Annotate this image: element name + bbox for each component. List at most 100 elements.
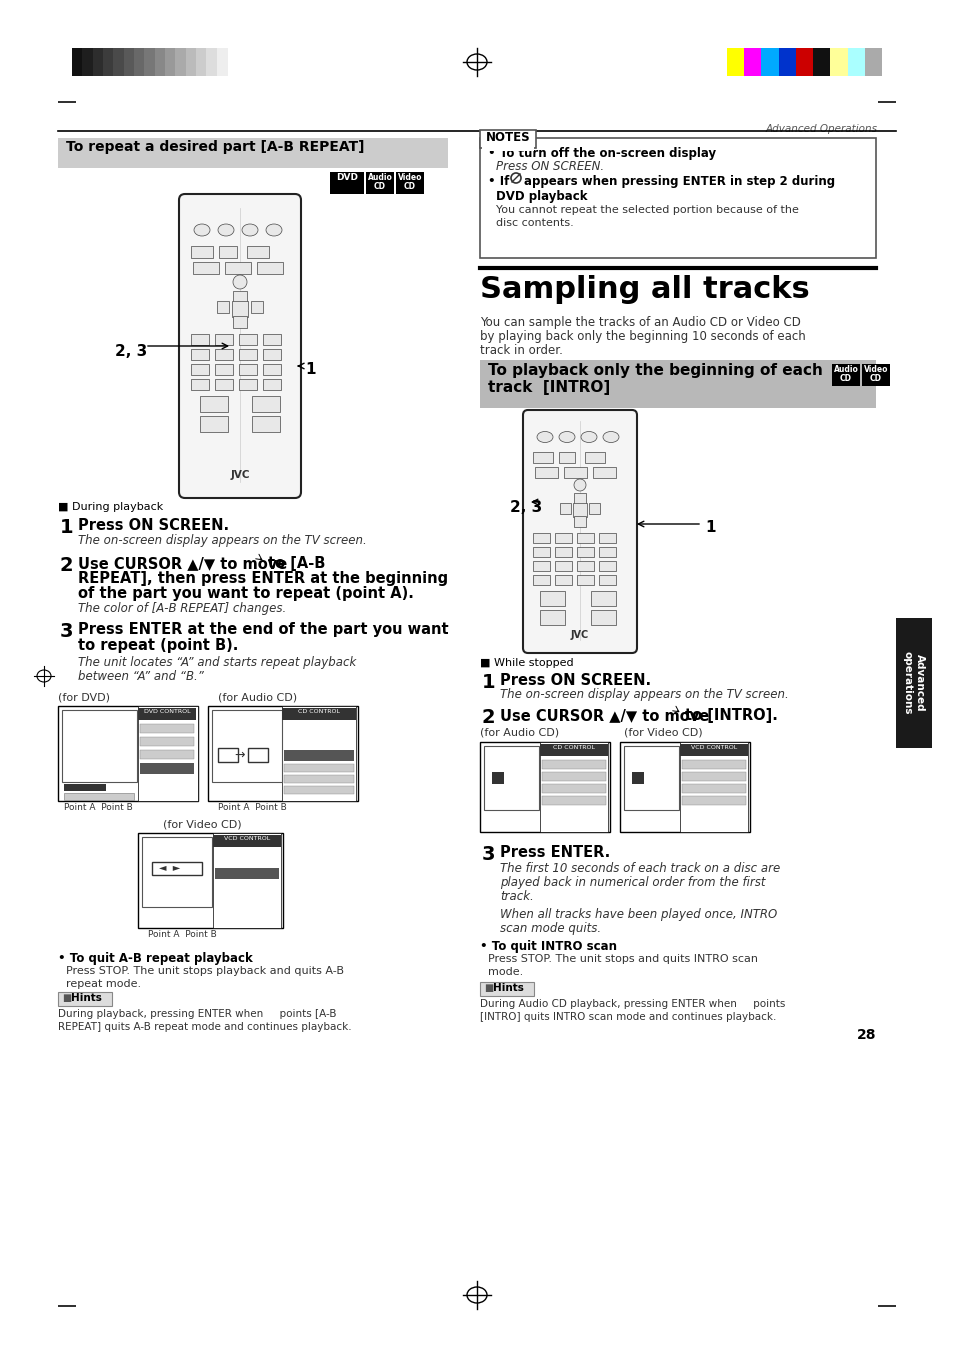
Bar	[64, 784, 106, 791]
Text: Press STOP. The unit stops and quits INTRO scan: Press STOP. The unit stops and quits INT…	[488, 955, 758, 964]
Bar	[577, 548, 594, 557]
Bar	[584, 452, 604, 462]
Bar	[541, 772, 605, 781]
Text: To playback only the beginning of each: To playback only the beginning of each	[488, 362, 822, 379]
Bar	[165, 49, 175, 76]
Text: Advanced Operations: Advanced Operations	[765, 124, 877, 134]
Text: The first 10 seconds of each track on a disc are: The first 10 seconds of each track on a …	[499, 863, 780, 875]
Text: Video
CD: Video CD	[397, 173, 422, 191]
Bar	[140, 750, 193, 758]
Bar	[213, 833, 281, 927]
Bar	[92, 49, 103, 76]
Bar	[681, 772, 745, 781]
Ellipse shape	[218, 224, 233, 237]
Bar	[124, 49, 134, 76]
Bar	[539, 742, 607, 831]
Ellipse shape	[574, 479, 585, 491]
Ellipse shape	[193, 224, 210, 237]
Bar	[479, 138, 875, 258]
Text: Press STOP. The unit stops playback and quits A-B: Press STOP. The unit stops playback and …	[66, 965, 344, 976]
Bar	[58, 101, 76, 103]
Text: CD CONTROL: CD CONTROL	[297, 708, 339, 714]
Bar	[140, 725, 193, 733]
Text: REPEAT], then press ENTER at the beginning: REPEAT], then press ENTER at the beginni…	[78, 571, 448, 585]
Text: Point A  Point B: Point A Point B	[148, 930, 216, 940]
Ellipse shape	[233, 274, 247, 289]
Text: Advanced
operations: Advanced operations	[902, 652, 924, 715]
Text: Hints: Hints	[71, 992, 102, 1003]
Text: Audio
CD: Audio CD	[367, 173, 392, 191]
Text: • To quit A-B repeat playback: • To quit A-B repeat playback	[58, 952, 253, 965]
Bar	[256, 262, 283, 274]
Bar	[71, 49, 83, 76]
Bar	[208, 706, 357, 800]
Text: ■ During playback: ■ During playback	[58, 502, 163, 512]
Bar	[263, 364, 281, 375]
Bar	[200, 396, 228, 412]
Bar	[541, 784, 605, 794]
Bar	[58, 706, 198, 800]
Text: 1: 1	[60, 518, 73, 537]
Bar	[541, 760, 605, 769]
Text: Press ON SCREEN.: Press ON SCREEN.	[496, 160, 603, 173]
Ellipse shape	[558, 431, 575, 442]
Bar	[64, 794, 133, 800]
Text: to repeat (point B).: to repeat (point B).	[78, 638, 238, 653]
Bar	[631, 772, 643, 784]
Bar	[539, 744, 607, 756]
Bar	[193, 262, 219, 274]
Bar	[846, 49, 864, 76]
Text: Point A  Point B: Point A Point B	[64, 803, 132, 813]
Ellipse shape	[242, 224, 257, 237]
Bar	[574, 493, 585, 504]
Bar	[533, 575, 550, 585]
Text: track in order.: track in order.	[479, 343, 562, 357]
Bar	[895, 618, 931, 748]
Text: Video
CD: Video CD	[862, 365, 887, 383]
Bar	[574, 516, 585, 527]
Bar	[598, 561, 616, 571]
Text: Hints: Hints	[493, 983, 523, 992]
Text: 2, 3: 2, 3	[510, 500, 541, 515]
Text: JVC: JVC	[230, 470, 250, 480]
Text: DVD CONTROL: DVD CONTROL	[144, 708, 190, 714]
Text: CD CONTROL: CD CONTROL	[553, 745, 595, 750]
Bar	[395, 172, 423, 193]
Text: (for Video CD): (for Video CD)	[163, 821, 241, 830]
Text: repeat mode.: repeat mode.	[66, 979, 141, 990]
Bar	[555, 575, 572, 585]
Text: DVD playback: DVD playback	[496, 191, 587, 203]
Bar	[535, 466, 558, 479]
Bar	[831, 364, 859, 387]
Bar	[679, 742, 747, 831]
Ellipse shape	[580, 431, 597, 442]
Text: Press ON SCREEN.: Press ON SCREEN.	[499, 673, 651, 688]
Ellipse shape	[602, 431, 618, 442]
Bar	[573, 503, 586, 516]
Bar	[679, 744, 747, 756]
Bar	[284, 750, 354, 761]
Bar	[829, 49, 847, 76]
Bar	[233, 316, 247, 329]
Bar	[282, 708, 355, 721]
Bar	[598, 575, 616, 585]
Text: 2: 2	[60, 556, 73, 575]
Bar	[558, 452, 575, 462]
Bar	[142, 837, 212, 907]
Text: NOTES: NOTES	[485, 131, 530, 145]
Text: scan mode quits.: scan mode quits.	[499, 922, 600, 936]
Bar	[214, 379, 233, 389]
Bar	[214, 364, 233, 375]
Bar	[191, 379, 209, 389]
Text: Press ENTER at the end of the part you want: Press ENTER at the end of the part you w…	[78, 622, 448, 637]
Bar	[263, 334, 281, 345]
Text: Press ON SCREEN.: Press ON SCREEN.	[78, 518, 229, 533]
Bar	[225, 262, 251, 274]
Bar	[598, 548, 616, 557]
Bar	[252, 416, 280, 433]
Text: Point A  Point B: Point A Point B	[218, 803, 287, 813]
Bar	[539, 591, 564, 606]
Bar	[216, 49, 227, 76]
Bar	[681, 796, 745, 804]
Bar	[539, 610, 564, 625]
